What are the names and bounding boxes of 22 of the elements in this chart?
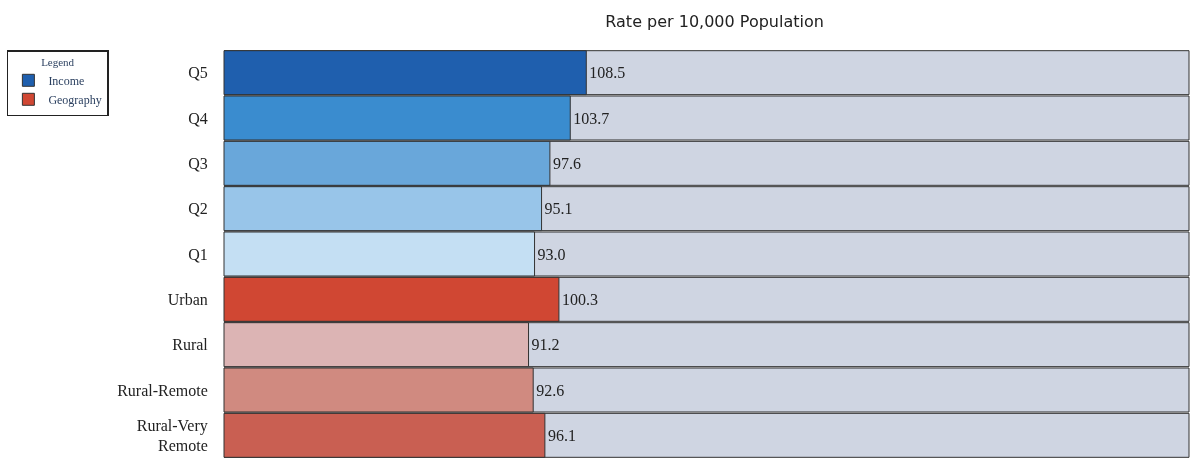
y-tick-label: Rural-Very Remote [136, 416, 208, 455]
y-tick-label: Urban [167, 290, 208, 308]
data-label: 95.1 [544, 200, 573, 218]
y-tick-label: Q1 [188, 245, 208, 263]
data-label: 93.0 [537, 245, 566, 263]
legend-title: Legend [41, 55, 75, 68]
y-tick-label: Q5 [188, 64, 208, 82]
data-label: 92.6 [536, 381, 565, 399]
legend-label: Geography [48, 92, 102, 107]
data-label: 96.1 [547, 426, 576, 444]
y-tick-label: Q3 [188, 154, 208, 172]
y-tick-label: Q2 [188, 200, 208, 218]
y-tick-label: Q4 [188, 109, 208, 127]
chart-title: Rate per 10,000 Population [605, 12, 824, 32]
legend-label: Income [48, 73, 85, 88]
data-label: 103.7 [573, 109, 610, 127]
data-label: 97.6 [552, 154, 581, 172]
data-label: 100.3 [561, 290, 598, 308]
data-label: 91.2 [531, 336, 560, 354]
y-tick-label: Rural-Remote [117, 381, 208, 399]
y-tick-label: Rural [172, 336, 209, 354]
data-label: 108.5 [589, 64, 626, 82]
